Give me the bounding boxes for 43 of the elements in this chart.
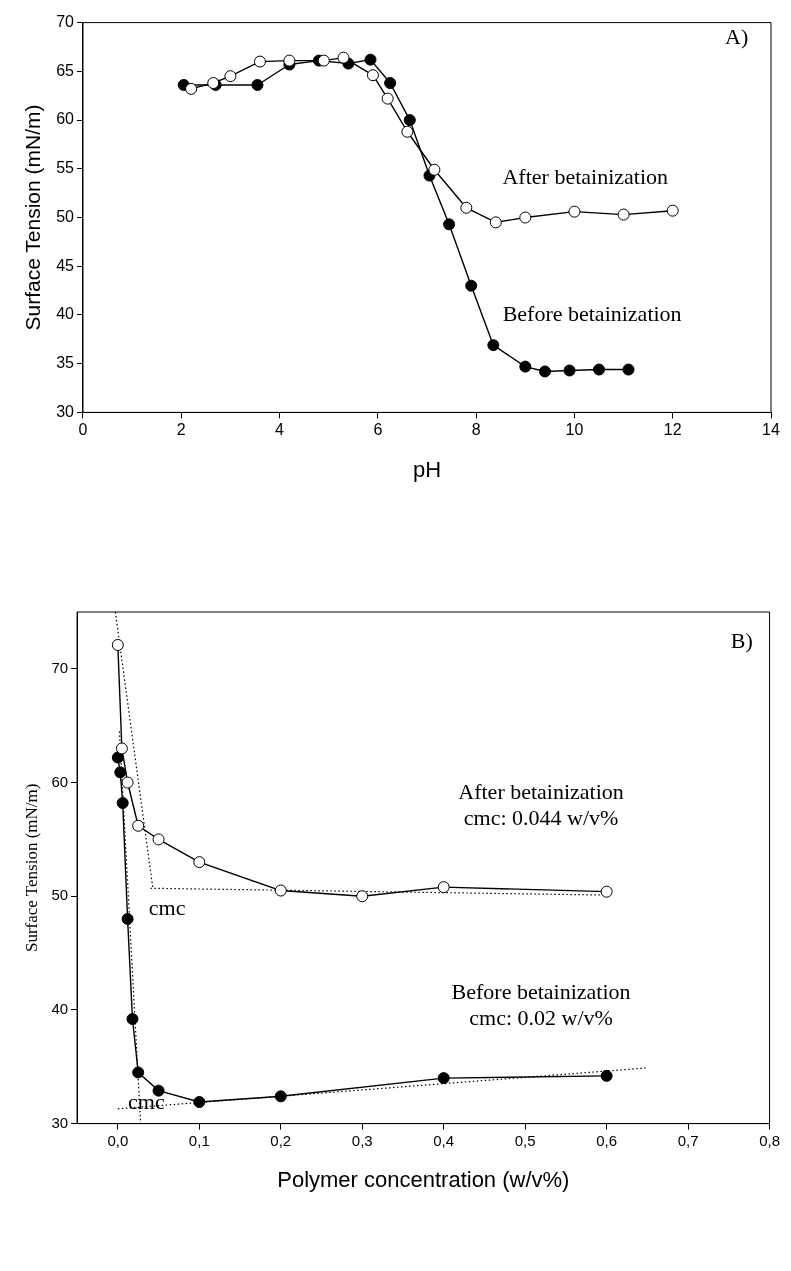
x-tick-label: 0,6 — [596, 1131, 618, 1149]
annotation: After betainization cmc: 0.044 w/v% — [458, 779, 624, 831]
x-tick-label: 0,7 — [677, 1131, 699, 1149]
y-tick-label: 50 — [56, 207, 75, 225]
annotation: After betainization — [502, 164, 669, 190]
y-tick-label: 50 — [51, 886, 69, 904]
x-tick-label: 0,2 — [270, 1131, 292, 1149]
y-tick-label: 70 — [56, 13, 75, 31]
y-tick-label: 35 — [56, 354, 75, 372]
annotation: A) — [724, 23, 749, 49]
y-tick-label: 70 — [51, 658, 69, 676]
x-tick-label: 0,4 — [433, 1131, 455, 1149]
x-tick-label: 10 — [565, 421, 584, 439]
x-tick-label: 0,5 — [514, 1131, 536, 1149]
y-axis-title: Surface Tension (mN/m) — [21, 104, 45, 331]
y-tick-label: 40 — [56, 305, 75, 323]
y-tick-label: 65 — [56, 61, 75, 79]
x-tick-label: 0,8 — [759, 1131, 780, 1149]
x-tick-label: 12 — [663, 421, 682, 439]
y-tick-label: 60 — [51, 772, 69, 790]
x-tick-label: 4 — [275, 421, 285, 439]
x-axis-title: Polymer concentration (w/v%) — [277, 1166, 570, 1192]
annotation: cmc — [128, 1088, 165, 1114]
y-tick-label: 30 — [56, 402, 75, 420]
y-tick-label: 30 — [51, 1113, 69, 1131]
y-axis-title: Surface Tension (mN/m) — [21, 783, 41, 953]
x-tick-label: 6 — [373, 421, 383, 439]
x-tick-label: 14 — [762, 421, 780, 439]
x-tick-label: 8 — [471, 421, 481, 439]
x-tick-label: 2 — [176, 421, 186, 439]
annotation: Before betainization — [502, 300, 682, 326]
y-tick-label: 55 — [56, 159, 75, 177]
annotation: cmc — [148, 894, 186, 920]
y-tick-label: 60 — [56, 110, 75, 128]
annotation: B) — [730, 628, 753, 654]
x-tick-label: 0 — [78, 421, 88, 439]
x-axis-title: pH — [412, 456, 442, 482]
x-tick-label: 0,0 — [107, 1131, 129, 1149]
x-tick-label: 0,3 — [351, 1131, 373, 1149]
x-tick-label: 0,1 — [188, 1131, 210, 1149]
annotation: Before betainization cmc: 0.02 w/v% — [451, 978, 631, 1030]
y-tick-label: 45 — [56, 256, 75, 274]
y-tick-label: 40 — [51, 1000, 69, 1018]
